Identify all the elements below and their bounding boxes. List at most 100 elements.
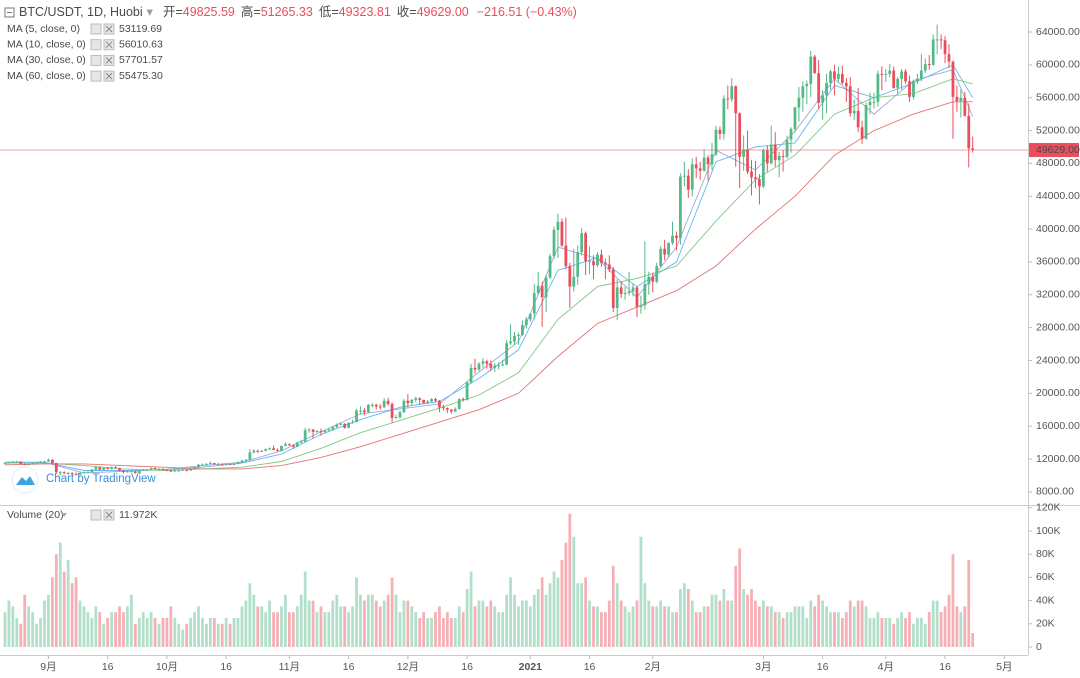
candle-body <box>706 157 710 165</box>
volume-bar <box>919 617 923 647</box>
settings-icon[interactable] <box>90 54 102 66</box>
settings-icon[interactable] <box>90 39 102 51</box>
candle-body <box>137 470 141 473</box>
candle-body <box>773 144 777 161</box>
volume-bar <box>789 612 793 647</box>
candle-body <box>212 463 216 465</box>
volume-bar <box>378 606 382 647</box>
candle-body <box>947 54 951 62</box>
candle-body <box>445 408 449 410</box>
volume-bar <box>442 617 445 647</box>
volume-bar <box>627 612 631 647</box>
volume-bar <box>754 600 757 647</box>
candle-body <box>686 175 690 190</box>
candle-body <box>31 463 35 465</box>
candle-body <box>663 248 666 255</box>
candle-body <box>426 401 429 404</box>
volume-bar <box>434 612 437 647</box>
ohlc-label: 高= <box>241 4 261 19</box>
candle-body <box>596 254 599 266</box>
volume-bar <box>359 594 362 647</box>
candle-body <box>3 463 7 465</box>
candle-body <box>939 39 943 41</box>
volume-bar <box>690 600 694 647</box>
candle-body <box>698 168 702 171</box>
candle-body <box>611 269 615 308</box>
x-tick-label: 16 <box>817 661 829 673</box>
candle-body <box>931 39 935 65</box>
volume-bar <box>655 606 659 647</box>
volume-bar <box>165 617 169 647</box>
volume-bar <box>205 623 208 647</box>
volume-bar <box>619 600 623 647</box>
candle-body <box>307 429 311 431</box>
symbol-title: BTC/USDT, 1D, Huobi <box>19 5 143 19</box>
candle-body <box>461 399 465 401</box>
candle-body <box>106 468 110 470</box>
candle-body <box>860 127 864 139</box>
volume-bar <box>106 617 110 647</box>
volume-bar <box>27 606 31 647</box>
volume-bar <box>817 594 821 647</box>
candle-body <box>651 276 655 282</box>
candle-body <box>532 293 536 314</box>
volume-bar <box>809 600 813 647</box>
watermark: Chart by TradingView <box>11 466 156 494</box>
candle-body <box>62 472 66 474</box>
volume-bar <box>414 612 418 647</box>
x-tick-label: 16 <box>343 661 355 673</box>
candle-body <box>505 343 508 365</box>
candle-body <box>840 73 844 83</box>
candle-body <box>671 235 674 244</box>
candle-body <box>248 452 252 460</box>
candle-body <box>201 464 204 466</box>
dropdown-caret[interactable]: ▾ <box>147 5 154 19</box>
candle-body <box>769 144 773 164</box>
volume-bar <box>900 612 903 647</box>
x-tick-label: 11月 <box>279 661 300 673</box>
volume-bar <box>528 606 532 647</box>
settings-icon[interactable] <box>90 23 102 35</box>
y-tick-label: 24000.00 <box>1036 354 1080 366</box>
volume-bar <box>493 606 497 647</box>
candle-body <box>410 399 414 404</box>
settings-icon[interactable] <box>90 70 102 82</box>
volume-bar <box>489 600 493 647</box>
candle-body <box>584 233 587 262</box>
volume-bar <box>189 617 193 647</box>
candle-body <box>813 56 817 74</box>
ma-legend-name: MA (10, close, 0) <box>7 38 86 50</box>
candle-body <box>102 468 106 470</box>
volume-bar <box>133 623 137 647</box>
candle-body <box>738 113 742 157</box>
volume-bar <box>260 606 264 647</box>
candle-body <box>521 325 524 336</box>
volume-bar <box>639 536 643 647</box>
volume-bar <box>47 594 50 647</box>
candle-body <box>734 86 738 114</box>
candle-body <box>276 449 279 451</box>
candle-body <box>544 277 548 298</box>
candle-body <box>141 469 145 471</box>
settings-icon[interactable] <box>90 509 102 521</box>
collapse-icon[interactable] <box>4 7 15 18</box>
volume-bar <box>967 559 971 647</box>
candle-body <box>23 463 27 465</box>
volume-bar <box>742 588 745 647</box>
candle-body <box>509 341 512 344</box>
volume-bar <box>556 577 560 647</box>
candle-body <box>477 363 481 370</box>
candle-body <box>967 115 971 149</box>
volume-bar <box>394 594 398 647</box>
volume-bar <box>896 617 900 647</box>
candle-body <box>54 463 58 473</box>
volume-legend-caret[interactable] <box>61 513 67 517</box>
volume-bar <box>438 606 441 647</box>
candle-body <box>50 459 54 464</box>
volume-bar <box>935 600 939 647</box>
candle-body <box>659 248 663 267</box>
volume-bar <box>548 583 552 647</box>
candle-body <box>817 73 821 103</box>
candle-body <box>256 450 260 452</box>
candle-body <box>216 463 220 465</box>
